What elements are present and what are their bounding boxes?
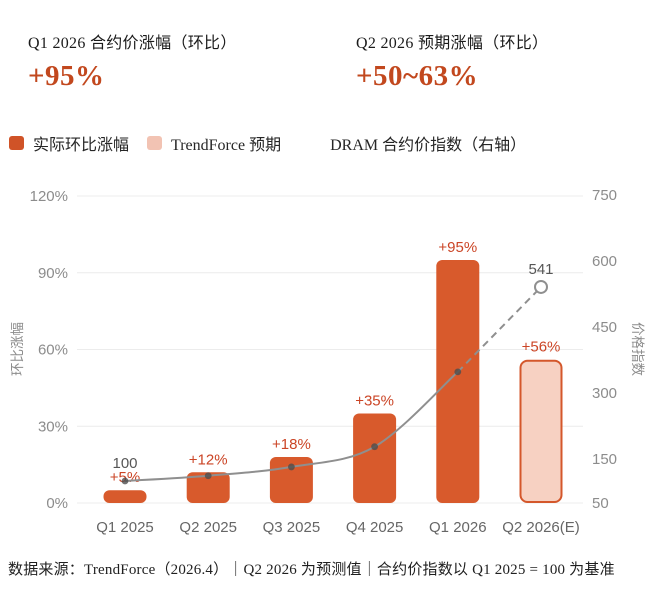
legend-label: 实际环比涨幅 (33, 137, 130, 154)
stat-value: +50~63% (356, 60, 479, 92)
legend-swatch-icon (9, 136, 24, 150)
index-line-forecast (457, 286, 542, 373)
bar-Q2 2025 (186, 472, 230, 503)
left-axis-tick-label: 30% (38, 418, 68, 435)
source-note: 数据来源：TrendForce（2026.4）｜Q2 2026 为预测值｜合约价… (8, 562, 615, 578)
index-point (121, 477, 129, 485)
x-axis-label: Q2 2026(E) (502, 519, 580, 536)
index-point (288, 463, 295, 471)
left-axis-tick-label: 60% (38, 342, 68, 359)
stat-title: Q1 2026 合约价涨幅（环比） (28, 35, 237, 52)
index-value-label: 541 (528, 261, 553, 278)
bar-Q4 2025 (353, 413, 397, 503)
x-axis-label: Q4 2025 (346, 519, 404, 536)
index-point (454, 368, 462, 376)
bar-forecast-Q2 2026(E) (519, 359, 563, 503)
x-axis-label: Q1 2026 (429, 519, 487, 536)
index-point (371, 443, 378, 451)
right-axis-title: 价格指数 (630, 322, 645, 376)
x-axis-label: Q2 2025 (179, 519, 237, 536)
left-axis-tick-label: 120% (30, 188, 68, 205)
stat-block-q2-2026: Q2 2026 预期涨幅（环比） +50~63% (356, 29, 548, 93)
right-axis-tick-label: 300 (592, 385, 617, 402)
legend-item-1: 实际环比涨幅 (9, 131, 129, 155)
legend: 实际环比涨幅 TrendForce 预期 DRAM 合约价指数（右轴） (9, 131, 526, 155)
bar-Q1 2026 (436, 259, 480, 503)
legend-item-3: DRAM 合约价指数（右轴） (330, 131, 526, 155)
bar-value-label: +12% (189, 451, 228, 468)
x-axis-label: Q1 2025 (96, 519, 154, 536)
legend-label: TrendForce 预期 (171, 137, 282, 154)
bar-value-label: +95% (438, 239, 477, 256)
legend-label: DRAM 合约价指数（右轴） (330, 137, 527, 154)
bar-Q1 2025 (103, 490, 147, 503)
legend-swatch-icon (147, 136, 163, 150)
right-axis-tick-label: 50 (592, 495, 609, 512)
stat-value: +95% (28, 60, 105, 92)
left-axis-tick-label: 90% (38, 265, 68, 282)
left-axis-tick-label: 0% (46, 495, 68, 512)
right-axis-tick-label: 750 (592, 187, 617, 204)
index-value-label: 100 (112, 455, 137, 472)
bar-value-label: +35% (355, 392, 394, 409)
legend-item-2: TrendForce 预期 (147, 131, 281, 155)
x-axis-label: Q3 2025 (263, 519, 321, 536)
index-point-forecast-icon (534, 279, 548, 294)
right-axis-tick-label: 600 (592, 253, 617, 270)
left-axis-title: 环比涨幅 (10, 322, 25, 376)
bar-value-label: +18% (272, 436, 311, 453)
index-point (204, 472, 212, 480)
right-axis-tick-label: 150 (592, 451, 617, 468)
right-axis-tick-label: 450 (592, 319, 617, 336)
stat-block-q1-2026: Q1 2026 合约价涨幅（环比） +95% (28, 29, 237, 93)
stat-title: Q2 2026 预期涨幅（环比） (356, 35, 549, 52)
bar-value-label: +56% (522, 339, 561, 356)
